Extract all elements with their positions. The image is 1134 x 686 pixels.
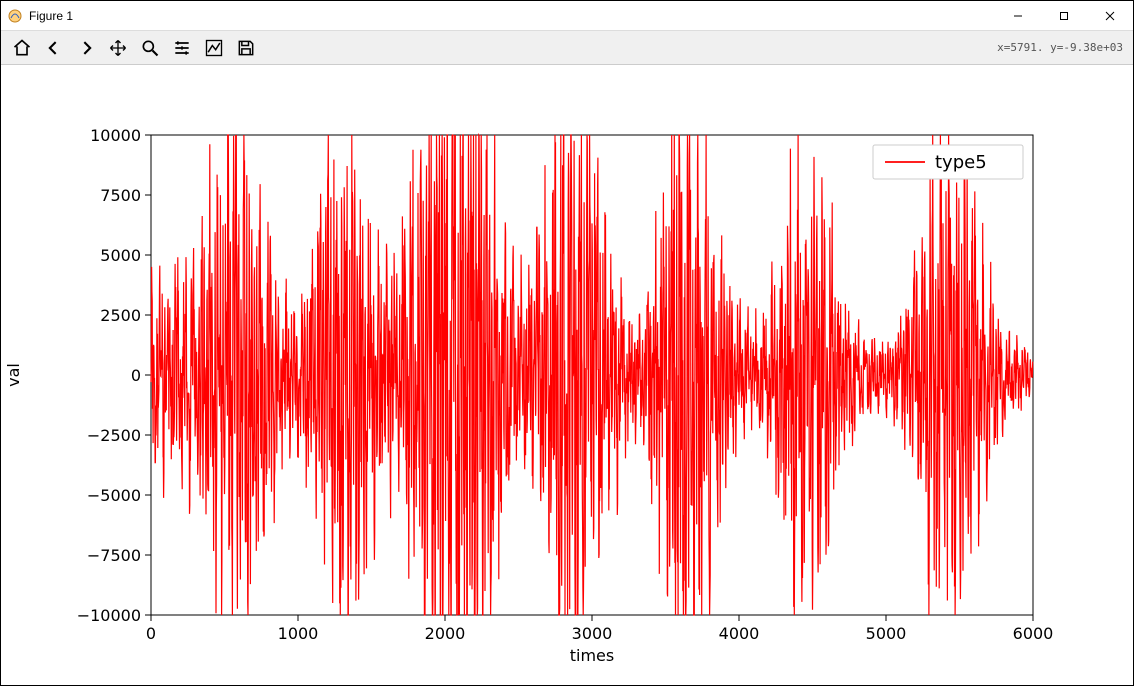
svg-text:0: 0 <box>131 366 141 385</box>
figure-canvas[interactable]: 0 1000 2000 3000 4000 5000 6000 −10000 −7500 −500… <box>1 65 1133 685</box>
forward-icon[interactable] <box>71 34 101 62</box>
svg-text:10000: 10000 <box>90 126 141 145</box>
chart-svg: 0 1000 2000 3000 4000 5000 6000 −10000 −7500 −500… <box>1 65 1133 685</box>
svg-text:4000: 4000 <box>719 624 760 643</box>
close-button[interactable] <box>1087 1 1133 31</box>
svg-text:7500: 7500 <box>100 186 141 205</box>
home-icon[interactable] <box>7 34 37 62</box>
svg-text:val: val <box>4 363 23 387</box>
svg-text:0: 0 <box>146 624 156 643</box>
zoom-icon[interactable] <box>135 34 165 62</box>
svg-text:5000: 5000 <box>100 246 141 265</box>
window-title: Figure 1 <box>29 9 73 23</box>
svg-text:3000: 3000 <box>572 624 613 643</box>
app-icon <box>7 8 23 24</box>
svg-text:type5: type5 <box>935 152 987 173</box>
app-window: Figure 1 x=5791. y=-9.38e+ <box>0 0 1134 686</box>
axes-icon[interactable] <box>199 34 229 62</box>
svg-text:2500: 2500 <box>100 306 141 325</box>
minimize-button[interactable] <box>995 1 1041 31</box>
svg-text:−10000: −10000 <box>77 606 141 625</box>
titlebar: Figure 1 <box>1 1 1133 31</box>
subplots-icon[interactable] <box>167 34 197 62</box>
pan-icon[interactable] <box>103 34 133 62</box>
series-type5 <box>151 135 1033 615</box>
svg-text:5000: 5000 <box>866 624 907 643</box>
svg-text:1000: 1000 <box>278 624 319 643</box>
svg-text:−2500: −2500 <box>87 426 141 445</box>
svg-text:2000: 2000 <box>425 624 466 643</box>
coord-readout: x=5791. y=-9.38e+03 <box>997 41 1127 54</box>
back-icon[interactable] <box>39 34 69 62</box>
toolbar: x=5791. y=-9.38e+03 <box>1 31 1133 65</box>
save-icon[interactable] <box>231 34 261 62</box>
svg-text:6000: 6000 <box>1013 624 1054 643</box>
svg-text:times: times <box>570 646 614 665</box>
svg-text:−7500: −7500 <box>87 546 141 565</box>
maximize-button[interactable] <box>1041 1 1087 31</box>
svg-text:−5000: −5000 <box>87 486 141 505</box>
